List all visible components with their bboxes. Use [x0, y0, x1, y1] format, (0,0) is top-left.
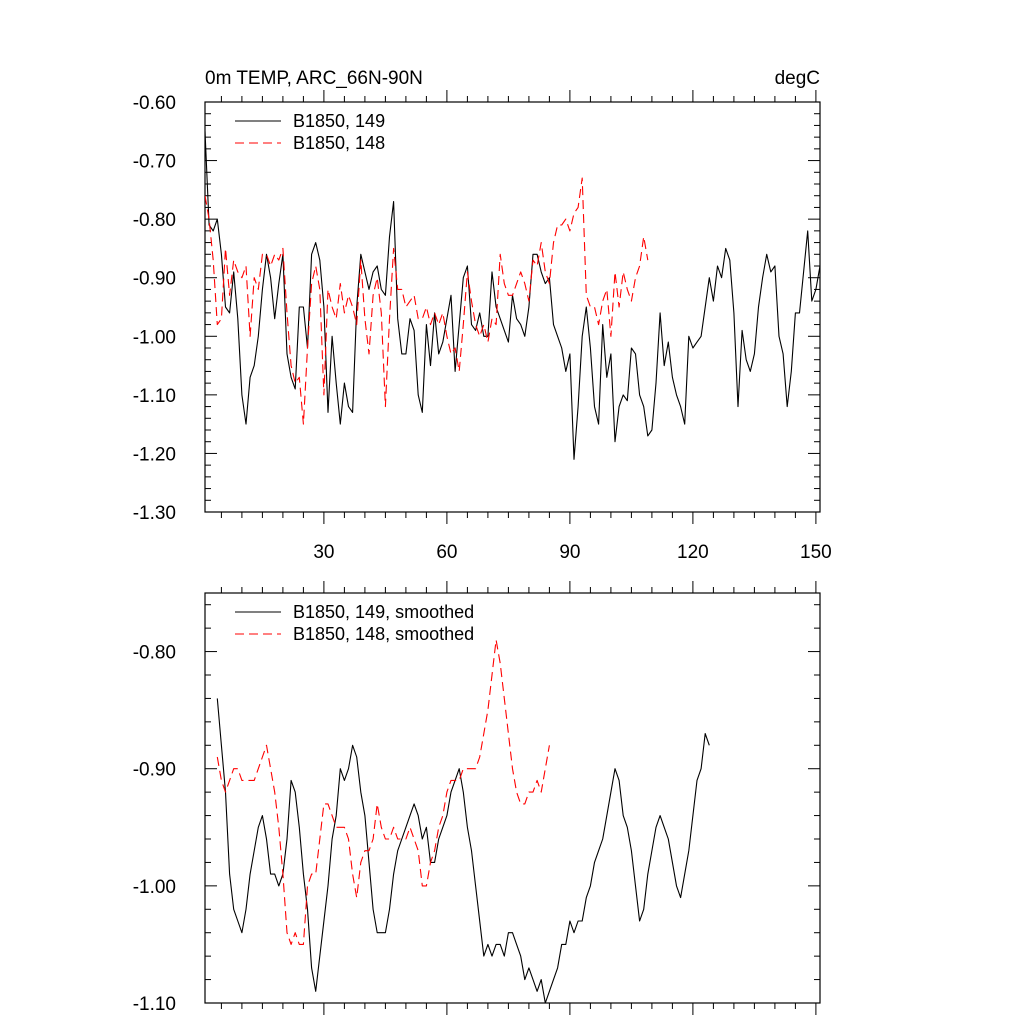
y-tick-label: -0.80 — [133, 643, 176, 664]
y-tick-label: -0.80 — [133, 210, 176, 231]
y-tick-label: -1.20 — [133, 444, 176, 465]
legend-label: B1850, 148, smoothed — [293, 624, 474, 644]
y-tick-label: -0.60 — [133, 93, 176, 114]
series-line-1 — [216, 698, 710, 1003]
x-tick-label: 150 — [800, 542, 832, 563]
chart-panel-2: -0.80 -0.90 -1.00 -1.10 B1850, 149, smoothed… — [133, 581, 821, 1015]
y-tick-label: -0.90 — [133, 269, 176, 290]
series-line-2 — [216, 639, 550, 945]
y-tick-label: -1.30 — [133, 503, 176, 524]
chart-title: 0m TEMP, ARC_66N-90N — [205, 68, 423, 89]
legend-label: B1850, 149, smoothed — [293, 602, 474, 622]
y-tick-label: -1.00 — [133, 327, 176, 348]
y-tick-label: -1.10 — [133, 386, 176, 407]
plot-frame — [204, 101, 821, 513]
x-tick-label: 120 — [677, 542, 709, 563]
series-line-2 — [205, 177, 649, 425]
series-line-1 — [205, 131, 820, 460]
y-tick-label: -1.00 — [133, 877, 176, 898]
x-tick-label: 60 — [436, 542, 457, 563]
legend-label: B1850, 149 — [293, 111, 385, 131]
legend-label: B1850, 148 — [293, 133, 385, 153]
y-tick-label: -1.10 — [133, 994, 176, 1015]
chart-panel-1: 30 60 90 120 150 -0.60 -0.70 -0.80 -0.90 -1.00 -1.… — [133, 68, 832, 563]
x-tick-label: 30 — [313, 542, 334, 563]
chart-units: degC — [775, 68, 820, 89]
plot-frame — [204, 592, 821, 1004]
y-tick-label: -0.70 — [133, 152, 176, 173]
y-tick-label: -0.90 — [133, 760, 176, 781]
x-tick-label: 90 — [559, 542, 580, 563]
